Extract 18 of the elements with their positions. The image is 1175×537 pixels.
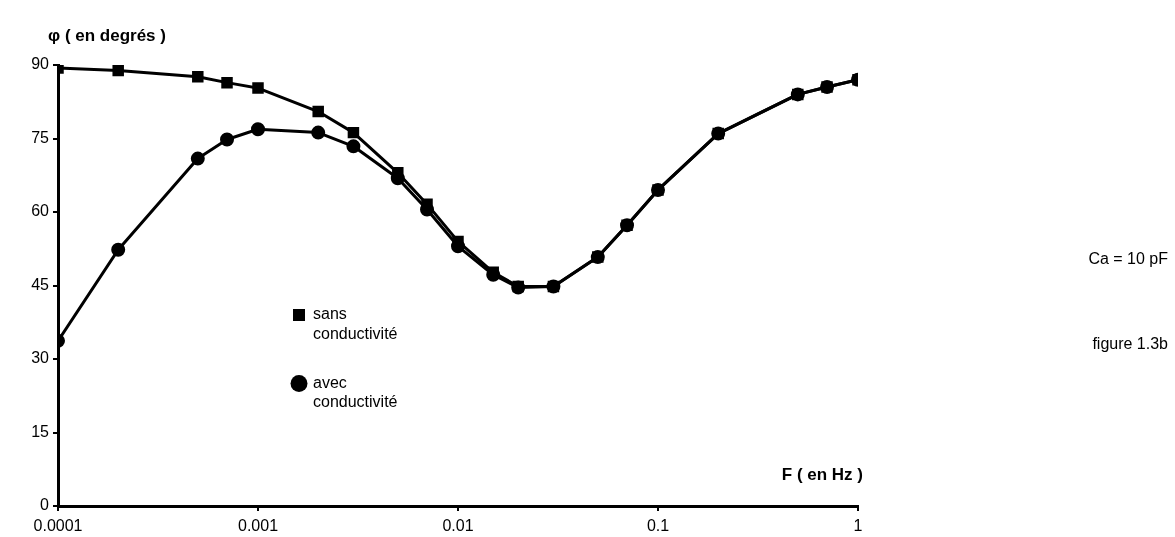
y-axis-title: φ ( en degrés ) [48,26,166,46]
y-tick-label: 60 [31,202,50,220]
caption: figure 1.3b [1092,335,1169,353]
x-tick-label: 0.001 [237,517,279,535]
legend-label: avec conductivité [313,373,398,411]
x-axis-title: F ( en Hz ) [781,465,863,485]
x-tick-label: 0.01 [442,517,474,535]
y-tick-label: 0 [40,496,50,514]
y-tick-label: 30 [31,349,50,367]
y-tick-label: 90 [31,55,50,73]
text: Ca = 10 pF [1088,250,1169,268]
x-tick-label: 0.0001 [33,517,83,535]
x-tick-label: 1 [853,517,863,535]
y-tick-label: 45 [31,275,50,293]
y-tick-label: 15 [31,422,50,440]
legend-label: sans conductivité [313,305,398,342]
y-tick-label: 75 [31,128,50,146]
x-tick-label: 0.1 [646,517,670,535]
